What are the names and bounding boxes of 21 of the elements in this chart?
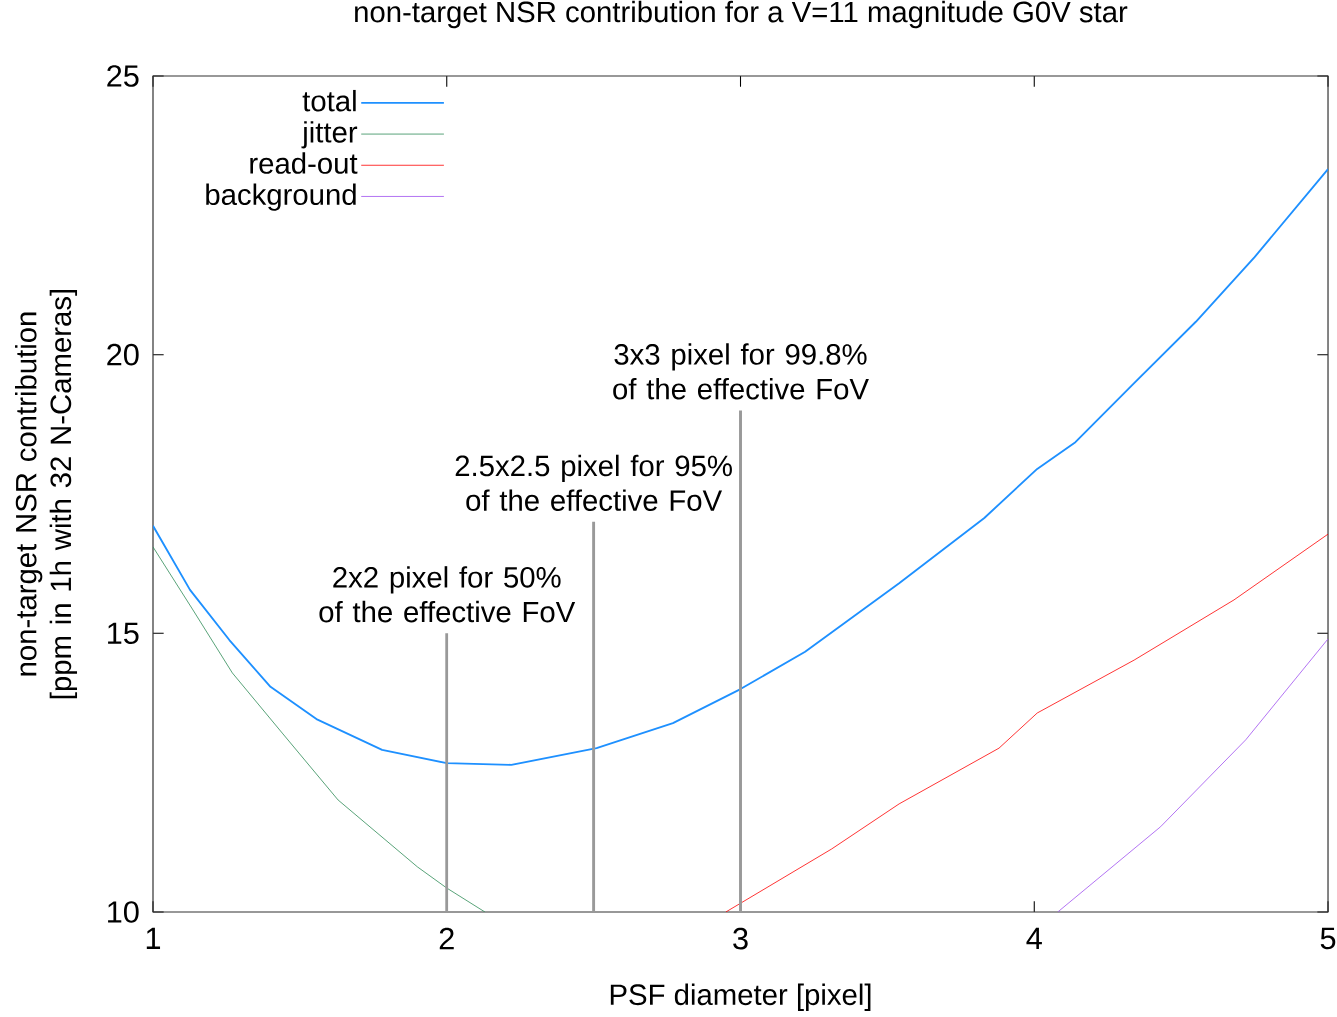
y-tick-label: 15 (108, 622, 139, 645)
y-tick-label: 20 (107, 343, 139, 366)
y-axis-title: non-target NSR contribution [ppm in 1h with 32 N-Cameras] (15, 289, 78, 699)
y-tick-label: 10 (108, 901, 139, 923)
chart-title: non-target NSR contribution for a V=11 magnitude G0V star (355, 0, 1128, 29)
x-tick-label: 3 (733, 927, 748, 950)
x-tick-label: 5 (1320, 927, 1336, 950)
ref-line-label: 2.5x2.5 pixel for 95% of the effective FoV (455, 454, 732, 511)
x-tick-label: 1 (146, 927, 161, 949)
ref-line-label: 2x2 pixel for 50% of the effective FoV (319, 566, 576, 623)
x-tick-label: 2 (439, 927, 454, 950)
line-series (1057, 638, 1329, 912)
x-tick-label: 4 (1026, 927, 1042, 949)
y-tick-label: 25 (107, 65, 139, 87)
line-series (725, 533, 1329, 912)
legend-label: jitter (301, 121, 358, 149)
x-axis-title: PSF diameter [pixel] (610, 983, 871, 1011)
legend-label: read-out (250, 152, 358, 174)
legend-label: background (206, 183, 356, 211)
legend-label: total (302, 89, 356, 112)
ref-line-label: 3x3 pixel for 99.8% of the effective FoV (613, 343, 869, 400)
